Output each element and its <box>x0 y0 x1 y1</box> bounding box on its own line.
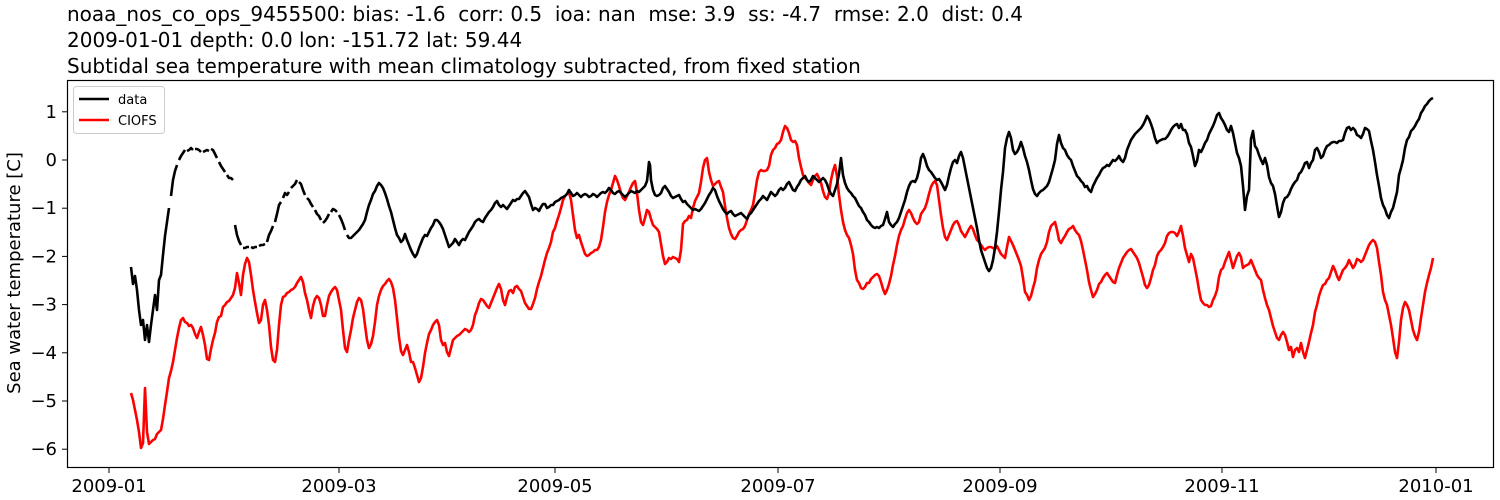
data-series-segment <box>186 146 194 153</box>
data-series-line <box>129 96 1434 344</box>
x-tick-label: 2009-03 <box>301 476 376 497</box>
data-series-segment <box>329 207 338 213</box>
x-tick-label: 2009-09 <box>962 476 1037 497</box>
data-series-segment <box>177 149 187 161</box>
data-series-segment <box>217 161 227 173</box>
data-series-segment <box>345 96 1434 273</box>
data-series-segment <box>265 225 275 243</box>
data-series-segment <box>169 164 179 197</box>
data-series-segment <box>233 224 243 246</box>
data-series-segment <box>202 148 210 154</box>
y-tick-label: −2 <box>30 246 57 267</box>
data-series-segment <box>210 147 219 159</box>
x-tick-label: 2009-05 <box>517 476 592 497</box>
y-tick-label: −4 <box>30 343 57 364</box>
x-axis-ticks: 2009-01 2009-03 2009-05 2009-07 2009-09 2009-… <box>71 467 1474 497</box>
data-series-segment <box>258 242 266 248</box>
data-series-segment <box>243 245 249 250</box>
chart-title-metrics: noaa_nos_co_ops_9455500: bias: -1.6 corr… <box>67 2 1023 26</box>
legend-data-label: data <box>118 93 147 108</box>
y-tick-label: −5 <box>30 391 57 412</box>
data-series-segment <box>273 201 283 223</box>
data-series-segment <box>306 197 315 208</box>
data-series-segment <box>322 213 331 224</box>
data-series-segment <box>129 207 171 344</box>
y-tick-label: 1 <box>46 102 57 123</box>
x-tick-label: 2010-01 <box>1398 476 1473 497</box>
data-series-segment <box>195 147 202 153</box>
chart-title-location: 2009-01-01 depth: 0.0 lon: -151.72 lat: … <box>67 28 523 52</box>
data-series-segment <box>298 181 307 196</box>
y-axis-ticks: 1 0 −1 −2 −3 −4 −5 −6 <box>30 102 68 460</box>
x-tick-label: 2009-07 <box>740 476 815 497</box>
legend-ciofs-label: CIOFS <box>118 114 157 129</box>
x-tick-label: 2009-01 <box>71 476 146 497</box>
data-series-segment <box>337 214 347 231</box>
y-axis-label: Sea water temperature [C] <box>4 152 25 394</box>
data-series-segment <box>225 174 234 181</box>
data-series-segment <box>290 179 299 189</box>
x-tick-label: 2009-11 <box>1184 476 1259 497</box>
legend: data CIOFS <box>73 86 165 134</box>
y-tick-label: −6 <box>30 439 57 460</box>
plot-frame <box>66 79 1495 469</box>
data-series-segment <box>281 191 291 199</box>
ciofs-series-line <box>129 124 1435 450</box>
y-tick-label: −1 <box>30 198 57 219</box>
data-series-segment <box>250 245 257 250</box>
y-tick-label: 0 <box>46 150 57 171</box>
y-tick-label: −3 <box>30 295 57 316</box>
data-series-segment <box>313 209 323 221</box>
chart-title-description: Subtidal sea temperature with mean clima… <box>67 54 861 78</box>
plot-area <box>129 96 1435 450</box>
